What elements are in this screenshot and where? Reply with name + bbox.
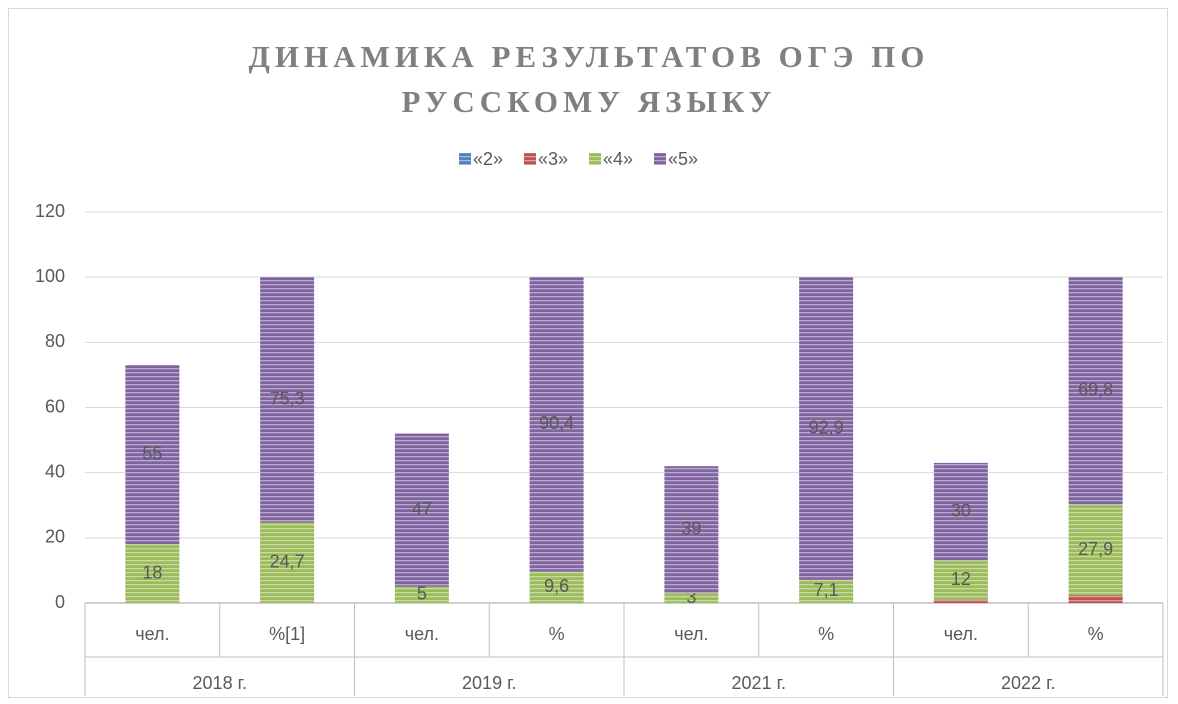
bar-segment	[125, 544, 180, 603]
chart-title: ДИНАМИКА РЕЗУЛЬТАТОВ ОГЭ ПО РУССКОМУ ЯЗЫ…	[248, 39, 930, 119]
bar-segment	[933, 560, 988, 600]
y-tick-label: 0	[55, 592, 65, 612]
legend-label: «2»	[473, 149, 503, 169]
x-tick-label: чел.	[135, 624, 169, 644]
bar-segment	[933, 462, 988, 561]
bar-segment	[1068, 595, 1123, 603]
data-label: 47	[412, 499, 432, 519]
x-tick-label: %[1]	[269, 624, 305, 644]
bar-segment	[1068, 277, 1123, 505]
group-label: 2021 г.	[732, 673, 786, 693]
x-tick-label: %	[549, 624, 565, 644]
y-tick-label: 40	[45, 461, 65, 481]
data-label: 24,7	[270, 552, 305, 572]
bar-segment	[933, 599, 988, 603]
data-label: 7,1	[814, 580, 839, 600]
data-label: 5	[417, 584, 427, 604]
bar-segment	[1068, 504, 1123, 596]
x-tick-label: чел.	[944, 624, 978, 644]
data-label: 9,6	[544, 576, 569, 596]
x-tick-label: чел.	[674, 624, 708, 644]
data-label: 30	[951, 501, 971, 521]
bar-segment	[664, 593, 719, 603]
bar-segment	[394, 586, 449, 603]
bar-segment	[260, 522, 315, 603]
data-label: 27,9	[1078, 539, 1113, 559]
bar-segment	[664, 466, 719, 594]
x-tick-label: %	[818, 624, 834, 644]
group-label: 2018 г.	[193, 673, 247, 693]
y-tick-label: 120	[35, 201, 65, 221]
data-label: 18	[142, 562, 162, 582]
legend-label: «3»	[538, 149, 568, 169]
data-label: 69,8	[1078, 380, 1113, 400]
data-label: 39	[681, 518, 701, 538]
y-tick-label: 100	[35, 266, 65, 286]
y-tick-label: 80	[45, 331, 65, 351]
data-label: 12	[951, 569, 971, 589]
bar-segment	[125, 365, 180, 545]
bar-segment	[260, 277, 315, 523]
bar-segment	[799, 579, 854, 603]
data-label: 92,9	[809, 417, 844, 437]
chart-frame	[8, 8, 1168, 698]
data-label: 3	[686, 587, 696, 607]
data-label: 55	[142, 443, 162, 463]
legend-swatch	[589, 153, 601, 165]
y-tick-label: 20	[45, 527, 65, 547]
legend-swatch	[654, 153, 666, 165]
x-tick-label: %	[1088, 624, 1104, 644]
data-label: 75,3	[270, 389, 305, 409]
bar-segment	[529, 277, 584, 572]
legend-label: «4»	[603, 149, 633, 169]
bar-segment	[394, 433, 449, 587]
x-tick-label: чел.	[405, 624, 439, 644]
legend-swatch	[459, 153, 471, 165]
bar-segment	[529, 571, 584, 603]
group-label: 2022 г.	[1001, 673, 1055, 693]
data-label: 90,4	[539, 413, 574, 433]
y-tick-label: 60	[45, 396, 65, 416]
legend-swatch	[524, 153, 536, 165]
legend-label: «5»	[668, 149, 698, 169]
bar-segment	[799, 277, 854, 580]
group-label: 2019 г.	[462, 673, 516, 693]
